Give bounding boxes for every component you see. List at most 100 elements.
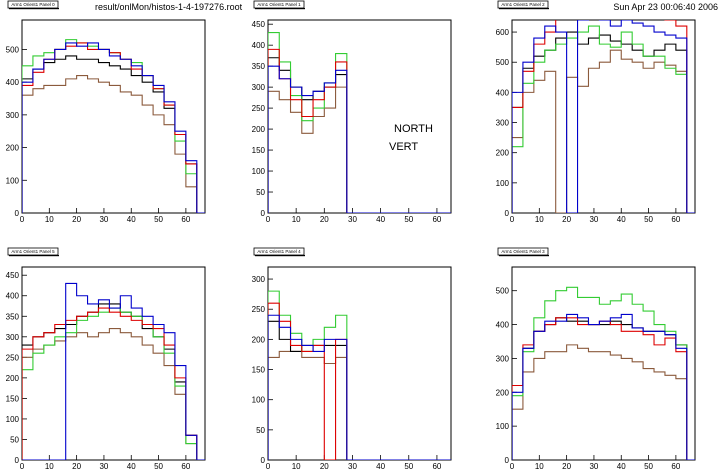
panel-title: Arm1 Orient1 Panel 0 [11, 2, 55, 7]
x-tick-label: 50 [154, 462, 163, 469]
x-tick-label: 50 [154, 215, 163, 224]
x-tick-label: 0 [266, 462, 271, 469]
panel: Arm1 Orient1 Panel 2 0 10 20 30 40 50 600 100 200… [496, 0, 696, 224]
x-tick-label: 40 [376, 215, 385, 224]
histogram-line [22, 42, 205, 213]
y-tick-label: 450 [252, 20, 266, 29]
histogram-line [268, 86, 451, 213]
x-tick-label: 20 [72, 215, 81, 224]
x-tick-label: 50 [404, 462, 413, 469]
x-tick-label: 0 [510, 215, 515, 224]
x-tick-label: 20 [320, 462, 329, 469]
title-shadow [9, 8, 59, 10]
x-tick-label: 0 [510, 462, 515, 469]
y-tick-label: 400 [252, 41, 266, 50]
x-tick-label: 10 [45, 462, 54, 469]
y-tick-label: 0 [505, 209, 510, 218]
panel: Arm1 Orient1 Panel 1 0 10 20 30 40 50 60 0 50 100 1… [252, 0, 452, 224]
x-tick-label: 10 [292, 215, 301, 224]
histogram-line [512, 313, 695, 460]
y-tick-label: 200 [6, 144, 20, 153]
x-tick-label: 0 [20, 215, 25, 224]
x-tick-label: 10 [45, 215, 54, 224]
histogram-line [512, 20, 695, 213]
x-tick-label: 60 [671, 462, 680, 469]
panel-title: Arm1 Orient1 Panel 5 [11, 249, 55, 254]
histogram-line [268, 350, 451, 460]
y-tick-label: 200 [6, 374, 20, 383]
y-tick-label: 0 [261, 209, 266, 218]
histogram-line [512, 286, 695, 460]
x-tick-label: 50 [644, 462, 653, 469]
title-shadow [499, 8, 549, 10]
x-tick-label: 0 [20, 462, 25, 469]
y-tick-label: 100 [252, 167, 266, 176]
y-tick-label: 400 [496, 88, 510, 97]
y-tick-label: 250 [6, 353, 20, 362]
y-tick-label: 0 [15, 209, 20, 218]
x-tick-label: 60 [432, 215, 441, 224]
y-tick-label: 400 [6, 78, 20, 87]
y-tick-label: 100 [6, 176, 20, 185]
title-shadow [9, 255, 59, 257]
date: Sun Apr 23 00:06:40 2006 [613, 2, 718, 12]
x-tick-label: 40 [127, 215, 136, 224]
y-tick-label: 0 [15, 456, 20, 465]
x-tick-label: 60 [181, 462, 190, 469]
histogram-line [268, 302, 451, 460]
x-tick-label: 40 [617, 215, 626, 224]
x-tick-label: 50 [644, 215, 653, 224]
y-tick-label: 100 [6, 415, 20, 424]
histogram-line [268, 290, 451, 460]
panel: Arm1 Orient1 Panel 3 0 10 20 30 40 50 60 0 100 200… [496, 247, 696, 469]
y-tick-label: 500 [496, 58, 510, 67]
panel-title: Arm1 Orient1 Panel 1 [257, 2, 301, 7]
y-tick-label: 150 [6, 394, 20, 403]
title-shadow [499, 255, 549, 257]
x-tick-label: 10 [535, 462, 544, 469]
panel: Arm1 Orient1 Panel 0 0 10 20 30 40 50 60 0 100 200… [6, 0, 206, 224]
y-tick-label: 200 [496, 388, 510, 397]
x-tick-label: 30 [589, 462, 598, 469]
y-tick-label: 500 [6, 45, 20, 54]
y-tick-label: 50 [10, 435, 19, 444]
histogram-line [512, 25, 695, 213]
x-tick-label: 20 [562, 215, 571, 224]
y-tick-label: 200 [496, 149, 510, 158]
panel-title: Arm1 Orient1 Panel 3 [501, 249, 545, 254]
y-tick-label: 300 [252, 275, 266, 284]
x-tick-label: 40 [617, 462, 626, 469]
file-name: result/onlMon/histos-1-4-197276.root [95, 2, 243, 12]
y-tick-label: 50 [256, 426, 265, 435]
y-tick-label: 200 [252, 125, 266, 134]
y-tick-label: 250 [252, 104, 266, 113]
y-tick-label: 300 [496, 119, 510, 128]
y-tick-label: 600 [496, 28, 510, 37]
histogram-line [268, 65, 451, 213]
panel: Arm1 Orient1 Panel 4 0 10 20 30 40 50 60 0 50 100 1… [252, 247, 452, 469]
x-tick-label: 30 [99, 215, 108, 224]
y-tick-label: 100 [496, 422, 510, 431]
panel-title: Arm1 Orient1 Panel 4 [257, 249, 301, 254]
y-tick-label: 500 [496, 287, 510, 296]
x-tick-label: 30 [589, 215, 598, 224]
y-tick-label: 350 [6, 312, 20, 321]
y-tick-label: 400 [6, 292, 20, 301]
y-tick-label: 100 [496, 179, 510, 188]
y-tick-label: 50 [256, 188, 265, 197]
x-tick-label: 0 [266, 215, 271, 224]
x-tick-label: 10 [535, 215, 544, 224]
x-tick-label: 20 [562, 462, 571, 469]
y-tick-label: 350 [252, 62, 266, 71]
panel-title: Arm1 Orient1 Panel 2 [501, 2, 545, 7]
y-tick-label: 300 [252, 83, 266, 92]
x-tick-label: 10 [292, 462, 301, 469]
annotation: NORTH [394, 123, 433, 135]
panel: Arm1 Orient1 Panel 5 0 10 20 30 40 50 60 0 50 100 1… [6, 247, 206, 469]
y-tick-label: 300 [6, 111, 20, 120]
y-tick-label: 150 [252, 146, 266, 155]
annotation: VERT [389, 141, 418, 153]
y-tick-label: 450 [6, 271, 20, 280]
